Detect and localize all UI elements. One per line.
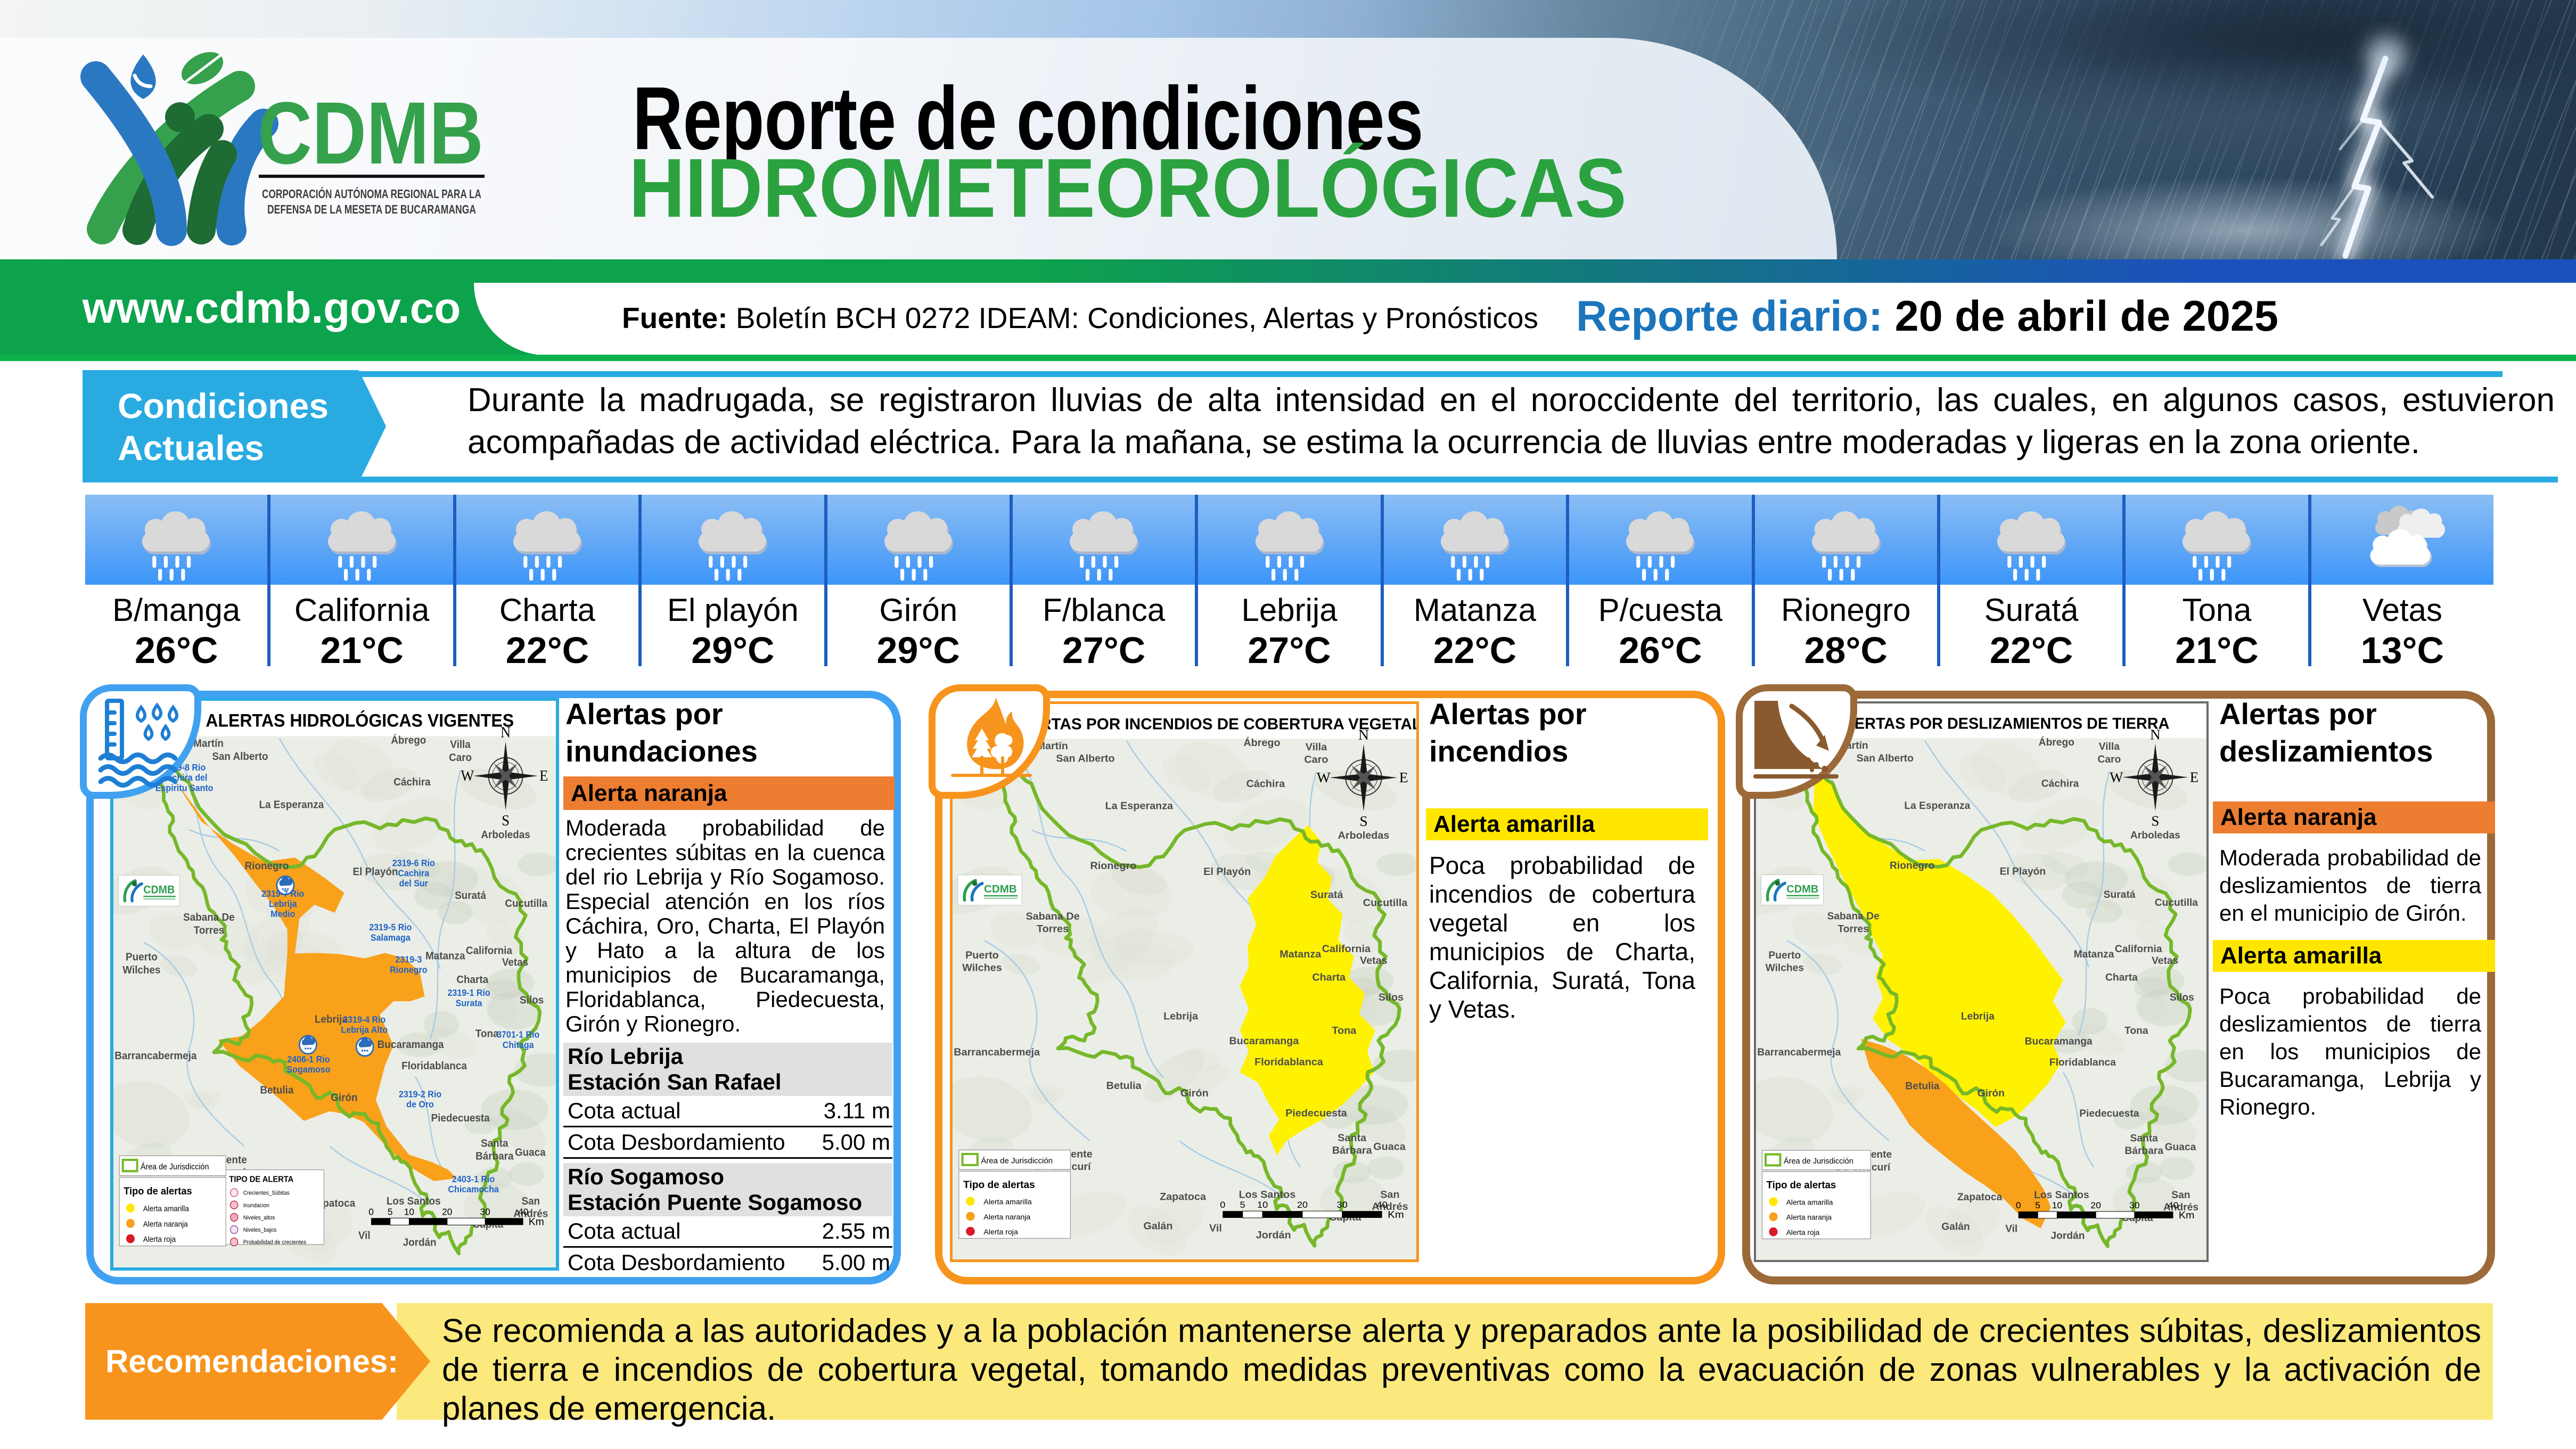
svg-text:Chitaga: Chitaga bbox=[503, 1039, 535, 1050]
svg-text:2319-6 Rio: 2319-6 Rio bbox=[392, 858, 435, 869]
svg-text:2319-1 Rio: 2319-1 Rio bbox=[448, 988, 490, 998]
svg-text:de Oro: de Oro bbox=[406, 1099, 434, 1110]
svg-text:2319-3: 2319-3 bbox=[395, 954, 422, 965]
svg-text:ALERTAS POR DESLIZAMIENTOS DE: ALERTAS POR DESLIZAMIENTOS DE TIERRA bbox=[1834, 715, 2170, 732]
svg-text:2403-1 Rio: 2403-1 Rio bbox=[452, 1174, 495, 1184]
svg-text:3701-1 Rio: 3701-1 Rio bbox=[497, 1029, 539, 1040]
svg-text:Lebrija: Lebrija bbox=[269, 898, 297, 909]
svg-text:Surata: Surata bbox=[456, 998, 483, 1009]
svg-text:ALERTAS HIDROLÓGICAS VIGENTES: ALERTAS HIDROLÓGICAS VIGENTES bbox=[206, 710, 514, 731]
svg-text:DEFENSA DE LA MESETA DE BUCARA: DEFENSA DE LA MESETA DE BUCARAMANGA bbox=[267, 202, 476, 216]
svg-text:CORPORACIÓN AUTÓNOMA REGIONAL: CORPORACIÓN AUTÓNOMA REGIONAL PARA LA bbox=[262, 186, 481, 201]
svg-text:2319-7 Rio: 2319-7 Rio bbox=[261, 888, 304, 899]
svg-text:Rionegro: Rionegro bbox=[390, 964, 427, 975]
svg-text:CDMB: CDMB bbox=[258, 84, 483, 183]
svg-text:Cachira: Cachira bbox=[398, 868, 430, 879]
svg-text:Chicamocha: Chicamocha bbox=[448, 1184, 499, 1194]
svg-text:2406-1 Rio: 2406-1 Rio bbox=[287, 1054, 330, 1065]
svg-text:ALERTAS POR INCENDIOS DE COBER: ALERTAS POR INCENDIOS DE COBERTURA VEGET… bbox=[1008, 715, 1416, 733]
svg-text:del Sur: del Sur bbox=[399, 878, 429, 889]
svg-text:Espiritu Santo: Espiritu Santo bbox=[155, 783, 214, 793]
svg-text:Medio: Medio bbox=[270, 909, 295, 920]
svg-text:2319-2 Rio: 2319-2 Rio bbox=[399, 1089, 441, 1100]
svg-text:Salamaga: Salamaga bbox=[371, 932, 411, 943]
svg-text:2319-4 Rio: 2319-4 Rio bbox=[343, 1014, 385, 1025]
svg-text:2319-5 Rio: 2319-5 Rio bbox=[369, 922, 412, 933]
svg-text:Lebrija Alto: Lebrija Alto bbox=[341, 1025, 388, 1035]
svg-text:Sogamoso: Sogamoso bbox=[286, 1065, 330, 1075]
